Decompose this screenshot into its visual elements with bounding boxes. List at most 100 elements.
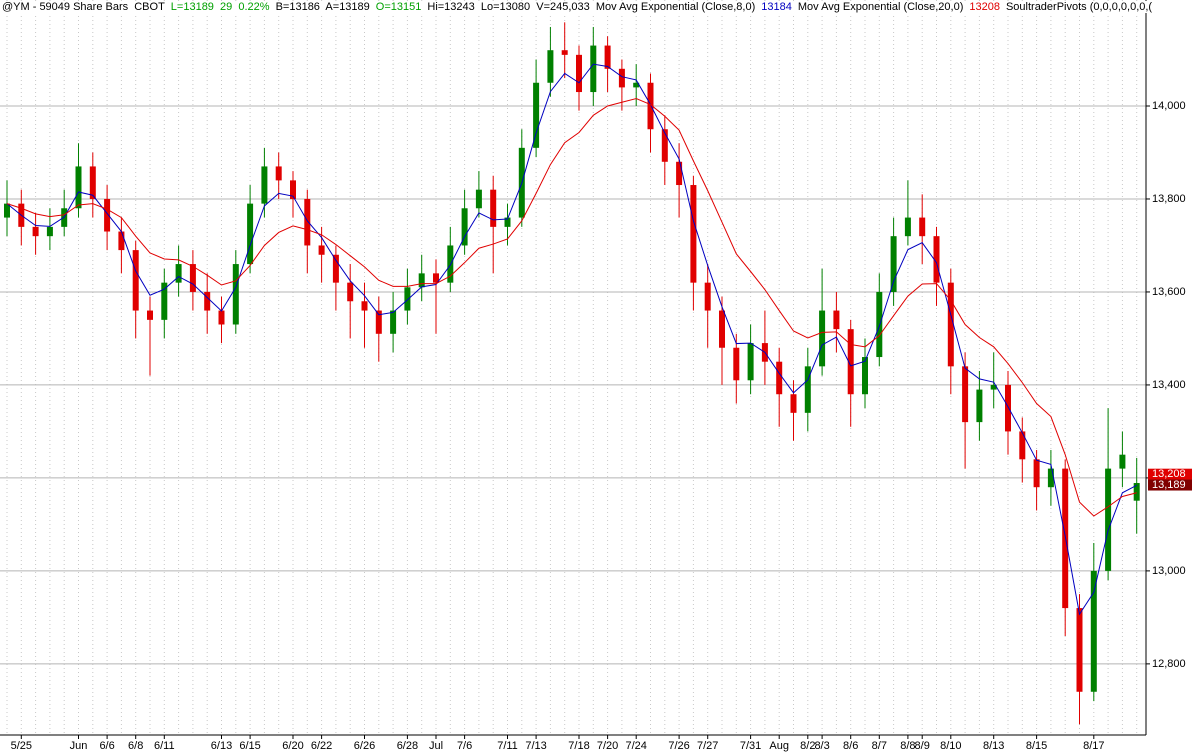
candle-body: [475, 189, 482, 209]
x-tick-label: 6/15: [239, 740, 260, 752]
x-tick-label: 8/8: [900, 740, 915, 752]
x-tick-label: 8/6: [843, 740, 858, 752]
candle-body: [361, 301, 368, 311]
candle-body: [404, 287, 411, 311]
candle-body: [962, 366, 969, 423]
x-tick-label: 7/6: [457, 740, 472, 752]
candle-body: [232, 264, 239, 325]
candle-body: [261, 166, 268, 204]
price-label: 13,189: [1152, 479, 1186, 491]
x-tick-label: 8/10: [940, 740, 961, 752]
candle-body: [4, 203, 10, 218]
candle-body: [804, 366, 811, 413]
candle-body: [833, 310, 840, 330]
candle-body: [1005, 384, 1011, 432]
candle-body: [1047, 468, 1054, 488]
candle-body: [747, 343, 754, 381]
candle-body: [633, 82, 640, 88]
candle-body: [32, 226, 39, 237]
candle-body: [604, 45, 611, 69]
x-tick-label: Aug: [769, 740, 789, 752]
x-tick-label: 7/24: [625, 740, 646, 752]
x-tick-label: 7/20: [597, 740, 618, 752]
candle-body: [819, 310, 826, 367]
x-tick-label: 8/2: [800, 740, 815, 752]
candle-body: [862, 357, 868, 395]
candle-body: [533, 82, 540, 148]
x-tick-label: 6/22: [311, 740, 332, 752]
candle-body: [947, 282, 954, 367]
x-tick-label: Jul: [429, 740, 443, 752]
candle-body: [1133, 483, 1140, 501]
candle-body: [461, 208, 468, 246]
x-tick-label: 7/11: [497, 740, 518, 752]
x-tick-label: 5/25: [11, 740, 32, 752]
y-tick-label: 13,800: [1152, 193, 1186, 205]
candle-body: [375, 310, 382, 334]
candle-body: [561, 50, 568, 55]
candle-body: [890, 236, 897, 292]
x-tick-label: 8/9: [915, 740, 930, 752]
candle-body: [1076, 608, 1083, 692]
header-item: @YM - 59049 Share Bars CBOT: [2, 1, 165, 13]
y-tick-label: 13,400: [1152, 379, 1186, 391]
x-tick-label: 7/31: [740, 740, 761, 752]
candle-body: [676, 161, 683, 186]
x-tick-label: 8/17: [1083, 740, 1104, 752]
x-tick-label: 7/27: [697, 740, 718, 752]
price-label-box: [1148, 479, 1192, 491]
candle-body: [290, 180, 296, 199]
candle-body: [390, 310, 397, 334]
candle-body: [1090, 570, 1097, 692]
x-tick-label: 7/18: [568, 740, 589, 752]
candle-body: [89, 166, 96, 199]
candle-body: [590, 45, 597, 93]
candle-body: [990, 384, 997, 390]
x-tick-label: 6/6: [99, 740, 114, 752]
candle-body: [175, 264, 182, 283]
header-item: 13184: [761, 1, 792, 13]
x-tick-label: 7/13: [525, 740, 546, 752]
candle-body: [618, 68, 625, 88]
header-item: L=13189 29 0.22%: [170, 1, 270, 13]
candle-body: [161, 282, 168, 320]
candle-body: [1019, 431, 1026, 460]
candle-body: [1105, 468, 1112, 571]
x-tick-label: 7/26: [668, 740, 689, 752]
header-item: B=13186 A=13189: [275, 1, 370, 13]
x-tick-label: 6/8: [128, 740, 143, 752]
candle-body: [661, 129, 668, 162]
candle-body: [504, 217, 511, 227]
candle-body: [733, 347, 740, 381]
header-item: 13208: [969, 1, 1000, 13]
x-tick-label: 6/20: [282, 740, 303, 752]
candle-body: [933, 236, 940, 283]
candle-body: [876, 291, 883, 358]
candle-body: [147, 310, 153, 320]
candle-body: [647, 82, 654, 130]
candle-body: [490, 189, 497, 227]
candle-body: [690, 185, 697, 283]
x-tick-label: 6/13: [211, 740, 232, 752]
x-tick-label: 8/15: [1026, 740, 1047, 752]
x-tick-label: 8/3: [814, 740, 829, 752]
x-tick-label: 6/11: [154, 740, 175, 752]
candle-body: [704, 282, 711, 311]
price-label: 13,208: [1152, 468, 1186, 480]
candle-body: [247, 203, 254, 265]
candle-body: [576, 54, 582, 93]
x-tick-label: 8/7: [872, 740, 887, 752]
price-label-box: [1148, 468, 1192, 480]
candle-body: [204, 291, 211, 311]
ema-line: [6, 63, 1137, 616]
candle-body: [547, 50, 554, 83]
candle-body: [433, 273, 439, 283]
y-tick-label: 13,000: [1152, 565, 1186, 577]
ema-line: [6, 98, 1137, 517]
header-item: SoultraderPivots (0,0,0,0,0,0,(: [1005, 1, 1153, 13]
candle-body: [790, 394, 797, 413]
candle-body: [847, 329, 854, 395]
header-item: Mov Avg Exponential (Close,20,0): [797, 1, 964, 13]
